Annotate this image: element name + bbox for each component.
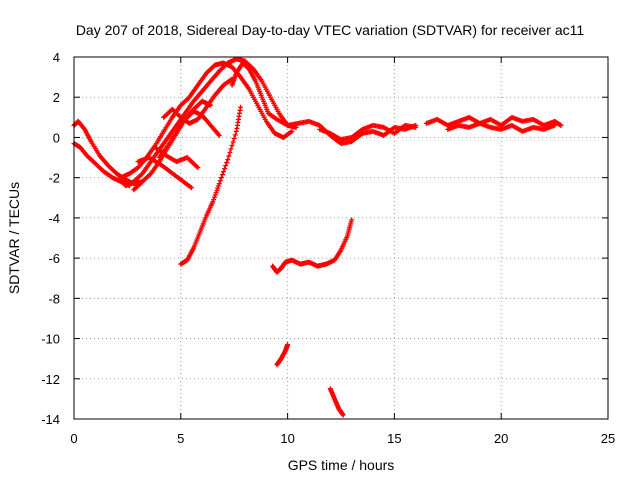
- data-point: [289, 128, 295, 134]
- data-point: [81, 125, 87, 131]
- data-series: [445, 120, 558, 134]
- grid: [74, 57, 608, 419]
- data-series: [274, 342, 291, 368]
- data-point: [216, 132, 222, 138]
- data-series: [327, 386, 346, 418]
- data-point: [340, 412, 346, 418]
- data-point: [413, 124, 419, 130]
- y-tick-label: -6: [48, 251, 60, 266]
- data-series: [178, 104, 244, 267]
- data-point: [225, 157, 231, 163]
- x-axis-label: GPS time / hours: [288, 457, 395, 473]
- data-point: [227, 150, 233, 156]
- data-series: [135, 155, 194, 191]
- y-tick-label: 0: [53, 130, 60, 145]
- data-point: [195, 165, 201, 171]
- data-points: [71, 56, 564, 418]
- y-axis-label: SDTVAR / TECUs: [6, 182, 22, 294]
- data-point: [228, 146, 234, 152]
- data-series: [423, 114, 564, 128]
- data-point: [231, 135, 237, 141]
- x-tick-label: 10: [280, 431, 294, 446]
- y-tick-label: -8: [48, 291, 60, 306]
- y-tick-label: -2: [48, 171, 60, 186]
- x-tick-label: 25: [601, 431, 615, 446]
- data-point: [232, 132, 238, 138]
- data-point: [229, 142, 235, 148]
- chart-title: Day 207 of 2018, Sidereal Day-to-day VTE…: [76, 22, 585, 38]
- data-point: [230, 139, 236, 145]
- data-series: [71, 140, 133, 189]
- y-tick-label: -4: [48, 211, 60, 226]
- data-point: [223, 163, 229, 169]
- data-series: [270, 217, 355, 275]
- data-series: [156, 108, 222, 161]
- data-point: [285, 342, 291, 348]
- data-point: [221, 169, 227, 175]
- plot-frame: [73, 56, 609, 420]
- x-tick-label: 20: [494, 431, 508, 446]
- y-tick-label: 2: [53, 90, 60, 105]
- y-tick-label: 4: [53, 50, 60, 65]
- x-tick-label: 5: [177, 431, 184, 446]
- data-point: [349, 217, 355, 223]
- data-series: [317, 122, 419, 142]
- x-tick-label: 15: [387, 431, 401, 446]
- data-point: [238, 104, 244, 110]
- y-tick-label: -10: [41, 332, 60, 347]
- data-point: [558, 122, 564, 128]
- data-point: [226, 153, 232, 159]
- data-point: [222, 166, 228, 172]
- data-point: [224, 160, 230, 166]
- data-point: [219, 172, 225, 178]
- data-point: [552, 122, 558, 128]
- x-tick-label: 0: [70, 431, 77, 446]
- y-tick-label: -14: [41, 412, 60, 427]
- data-series: [161, 76, 235, 126]
- data-point: [217, 178, 223, 184]
- data-point: [218, 175, 224, 181]
- data-point: [216, 181, 222, 187]
- y-tick-label: -12: [41, 372, 60, 387]
- data-point: [188, 185, 194, 191]
